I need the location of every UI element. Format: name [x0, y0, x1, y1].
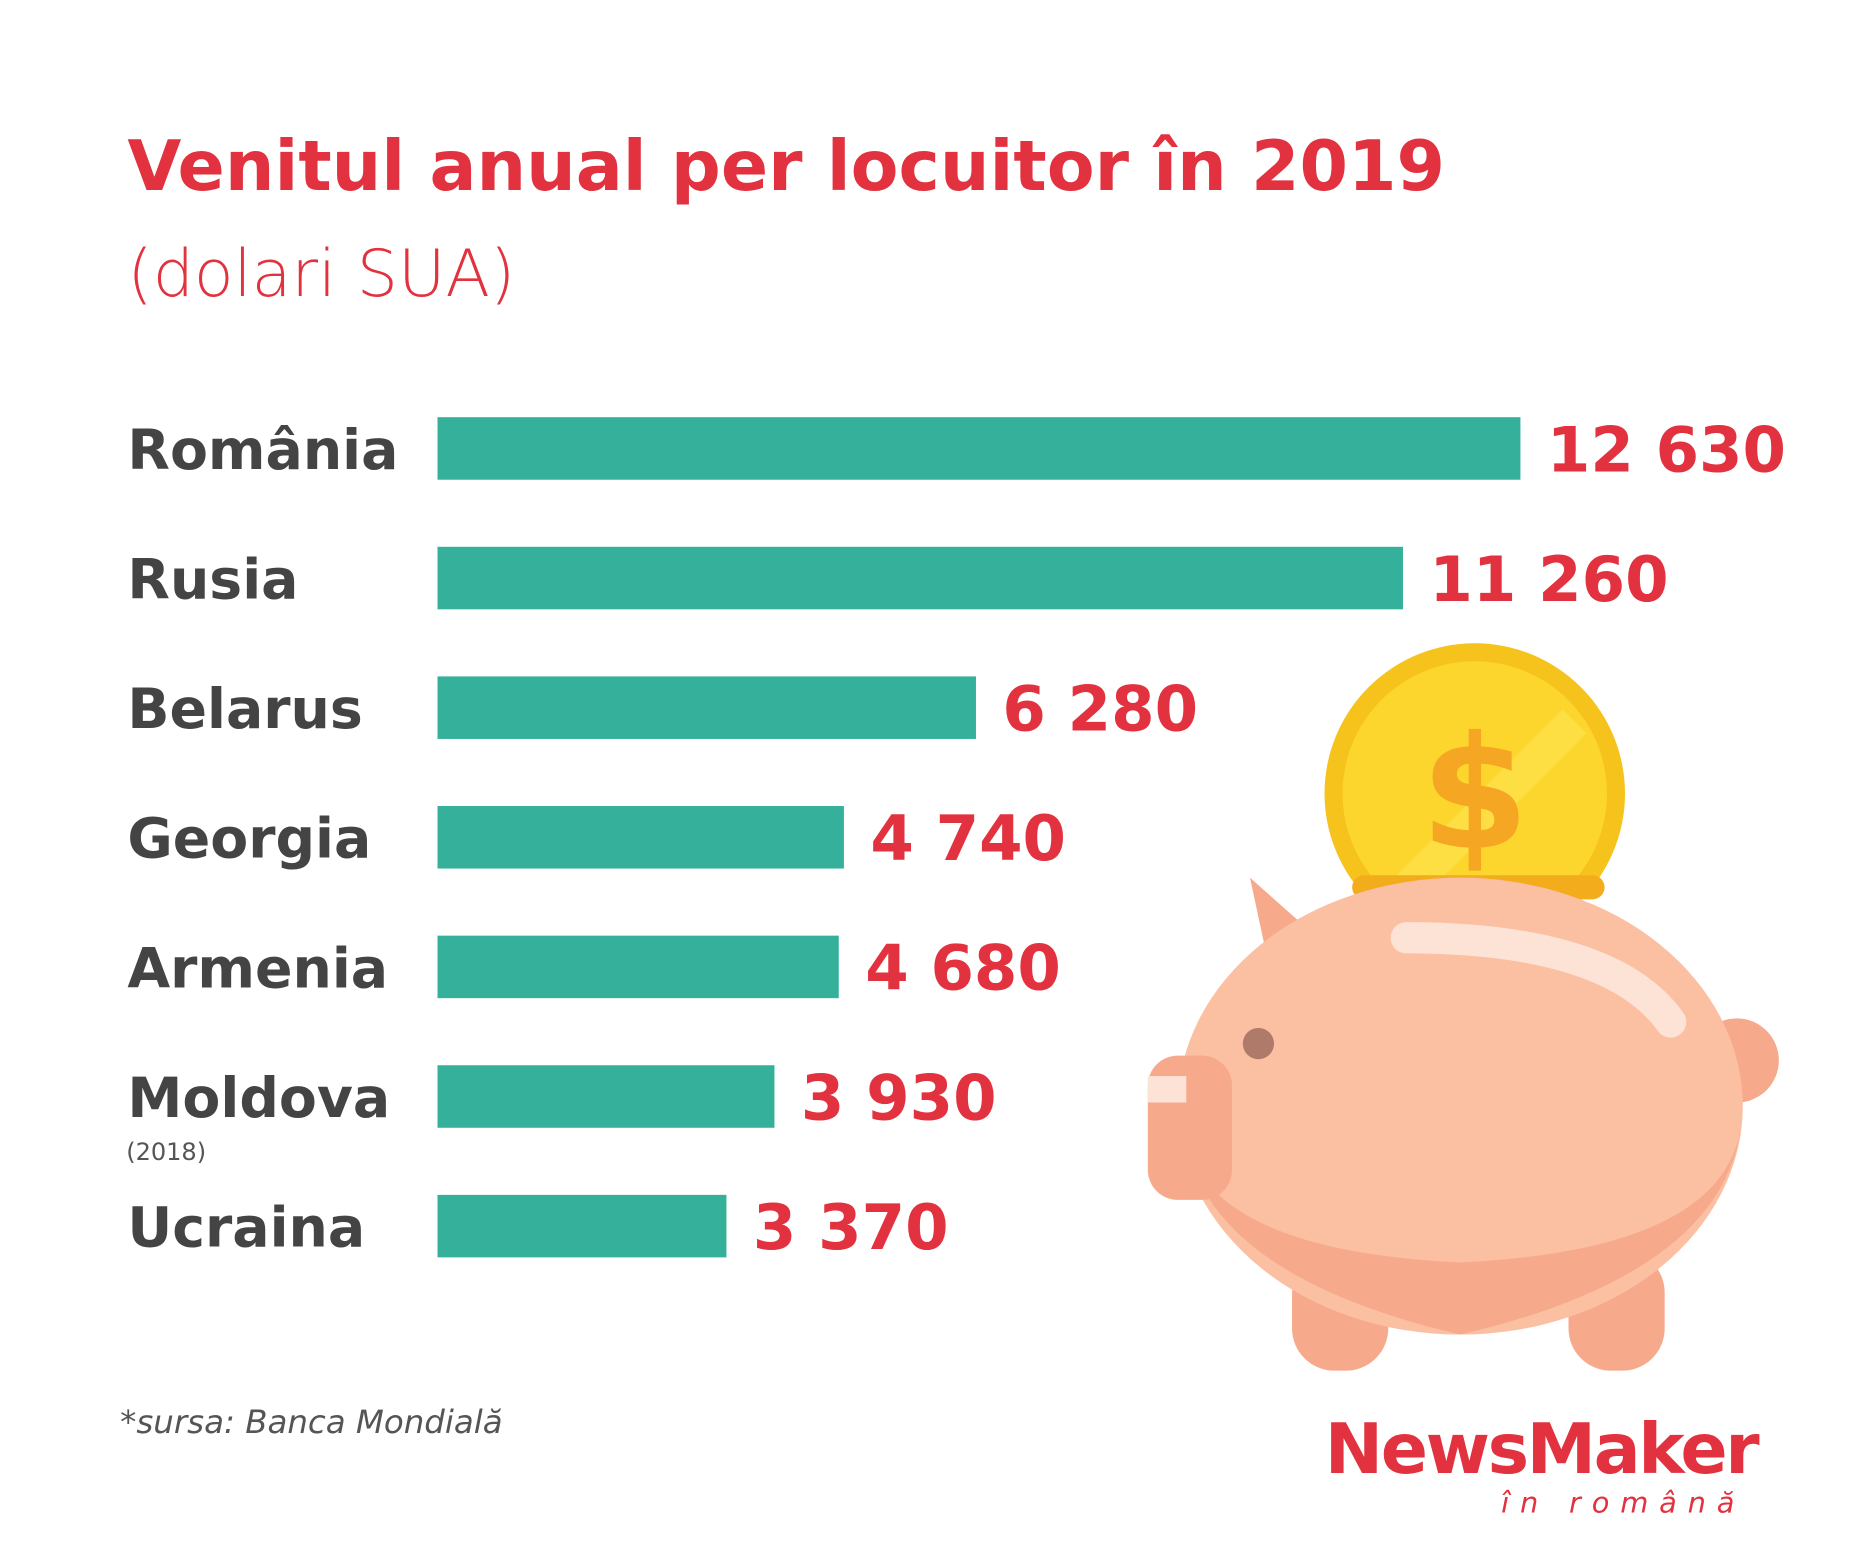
value-label: 4 680: [865, 932, 1061, 1005]
category-note: (2018): [126, 1138, 206, 1166]
category-label: Rusia: [127, 549, 298, 613]
value-label: 4 740: [870, 802, 1066, 875]
brand-name: NewsMaker: [1325, 1409, 1760, 1490]
category-label: Ucraina: [127, 1197, 365, 1261]
bar: [437, 676, 976, 739]
value-label: 3 370: [753, 1191, 949, 1264]
bar: [437, 546, 1403, 610]
value-label: 11 260: [1429, 543, 1668, 616]
svg-text:$: $: [1420, 703, 1529, 885]
brand-tagline: în română: [1501, 1485, 1745, 1519]
source-note: *sursa: Banca Mondială: [120, 1403, 502, 1441]
piggy-bank-illustration: $: [1147, 643, 1779, 1371]
bar: [437, 935, 839, 999]
category-label: România: [127, 419, 398, 483]
value-label: 6 280: [1002, 673, 1198, 746]
category-label: Armenia: [127, 937, 388, 1001]
bar: [437, 1194, 727, 1258]
value-label: 3 930: [801, 1061, 997, 1134]
bar: [437, 1065, 775, 1128]
category-label: Georgia: [127, 808, 371, 872]
bar: [437, 417, 1521, 480]
bar: [437, 806, 844, 869]
chart-subtitle: (dolari SUA): [127, 237, 515, 312]
chart-title: Venitul anual per locuitor în 2019: [127, 126, 1445, 207]
category-label: Moldova: [127, 1067, 390, 1131]
category-label: Belarus: [127, 678, 362, 742]
value-label: 12 630: [1547, 413, 1786, 486]
